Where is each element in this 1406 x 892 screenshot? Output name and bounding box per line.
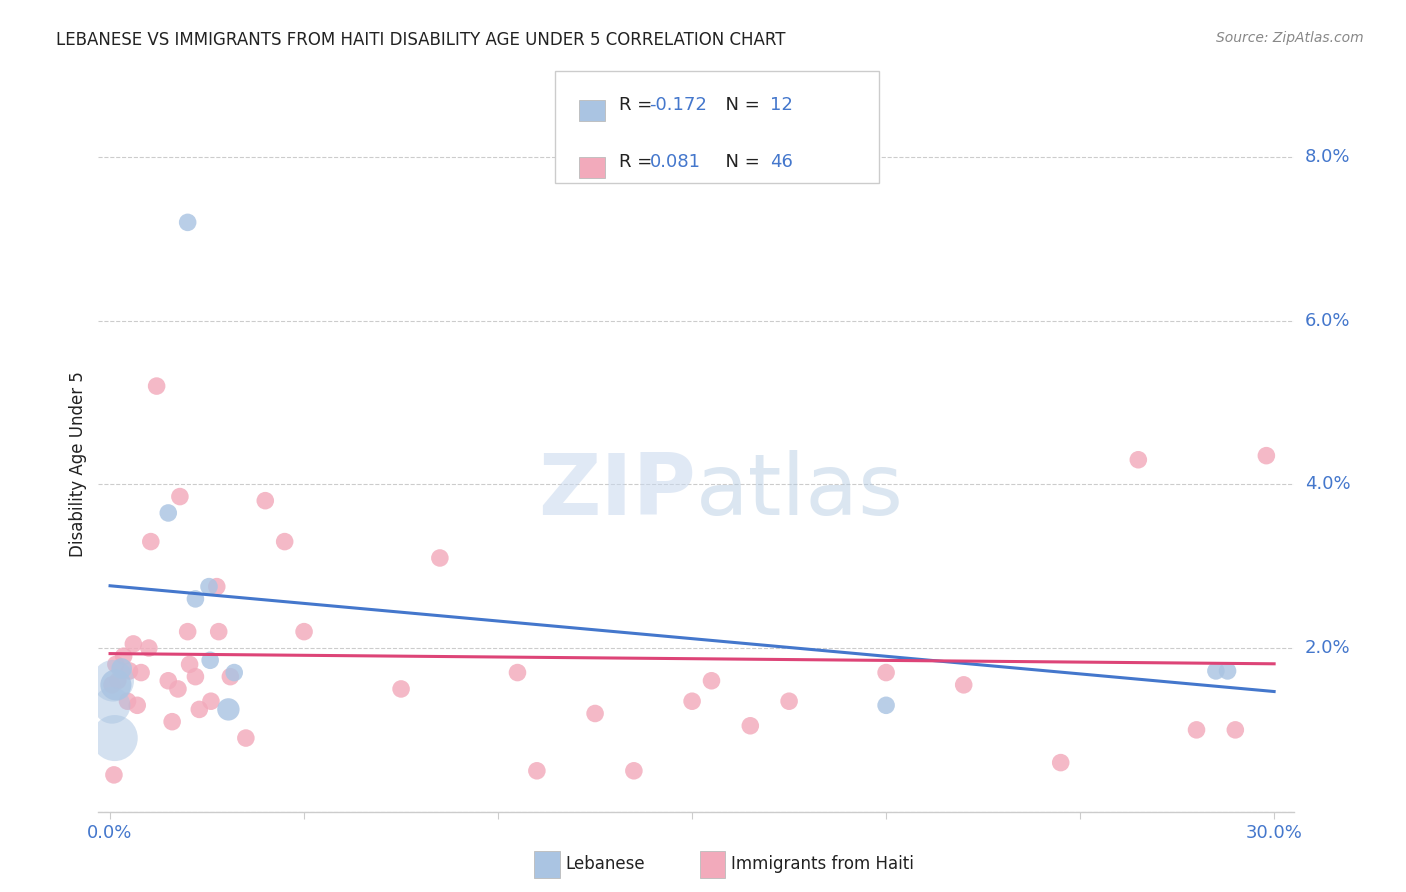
Point: [700, 673, 723, 688]
Point: [224, 665, 246, 680]
Text: 12: 12: [770, 96, 793, 114]
Point: [198, 653, 221, 667]
Text: Immigrants from Haiti: Immigrants from Haiti: [731, 855, 914, 873]
Point: [117, 694, 139, 708]
Text: LEBANESE VS IMMIGRANTS FROM HAITI DISABILITY AGE UNDER 5 CORRELATION CHART: LEBANESE VS IMMIGRANTS FROM HAITI DISABI…: [56, 31, 786, 49]
Text: N =: N =: [714, 153, 766, 171]
Text: 6.0%: 6.0%: [1305, 311, 1350, 330]
Point: [157, 506, 180, 520]
Point: [101, 678, 124, 692]
Point: [292, 624, 315, 639]
Point: [1225, 723, 1247, 737]
Point: [101, 698, 124, 713]
Point: [1256, 449, 1278, 463]
Point: [875, 665, 897, 680]
Text: R =: R =: [619, 96, 658, 114]
Point: [104, 678, 127, 692]
Point: [169, 490, 191, 504]
Text: 8.0%: 8.0%: [1305, 148, 1350, 166]
Point: [157, 673, 180, 688]
Text: 4.0%: 4.0%: [1305, 475, 1350, 493]
Text: 2.0%: 2.0%: [1305, 639, 1350, 657]
Point: [583, 706, 606, 721]
Point: [112, 649, 135, 664]
Point: [198, 580, 221, 594]
Text: 0.081: 0.081: [650, 153, 700, 171]
Point: [118, 664, 141, 678]
Point: [740, 719, 762, 733]
Point: [107, 673, 129, 688]
Point: [167, 681, 190, 696]
Text: N =: N =: [714, 96, 766, 114]
Point: [778, 694, 800, 708]
Point: [122, 637, 145, 651]
Point: [681, 694, 703, 708]
Point: [145, 379, 167, 393]
Point: [176, 215, 198, 229]
Point: [1216, 664, 1239, 678]
Point: [176, 624, 198, 639]
Y-axis label: Disability Age Under 5: Disability Age Under 5: [69, 371, 87, 557]
Point: [200, 694, 222, 708]
Point: [184, 591, 207, 606]
Point: [217, 702, 239, 716]
Text: R =: R =: [619, 153, 658, 171]
Point: [1185, 723, 1208, 737]
Point: [101, 673, 124, 688]
Point: [273, 534, 295, 549]
Text: -0.172: -0.172: [650, 96, 707, 114]
Point: [179, 657, 201, 672]
Point: [138, 640, 160, 655]
Point: [235, 731, 257, 745]
Point: [127, 698, 149, 713]
Point: [188, 702, 211, 716]
Point: [184, 670, 207, 684]
Point: [208, 624, 231, 639]
Point: [526, 764, 548, 778]
Text: Source: ZipAtlas.com: Source: ZipAtlas.com: [1216, 31, 1364, 45]
Point: [623, 764, 645, 778]
Point: [104, 731, 127, 745]
Point: [111, 661, 134, 675]
Point: [104, 657, 127, 672]
Point: [139, 534, 162, 549]
Text: Lebanese: Lebanese: [565, 855, 645, 873]
Point: [205, 580, 228, 594]
Point: [506, 665, 529, 680]
Point: [875, 698, 897, 713]
Text: atlas: atlas: [696, 450, 904, 533]
Point: [429, 551, 451, 566]
Point: [1049, 756, 1071, 770]
Point: [1205, 664, 1227, 678]
Text: ZIP: ZIP: [538, 450, 696, 533]
Point: [1128, 452, 1150, 467]
Point: [160, 714, 183, 729]
Point: [389, 681, 412, 696]
Text: 46: 46: [770, 153, 793, 171]
Point: [952, 678, 974, 692]
Point: [219, 670, 242, 684]
Point: [103, 768, 125, 782]
Point: [129, 665, 152, 680]
Point: [254, 493, 277, 508]
